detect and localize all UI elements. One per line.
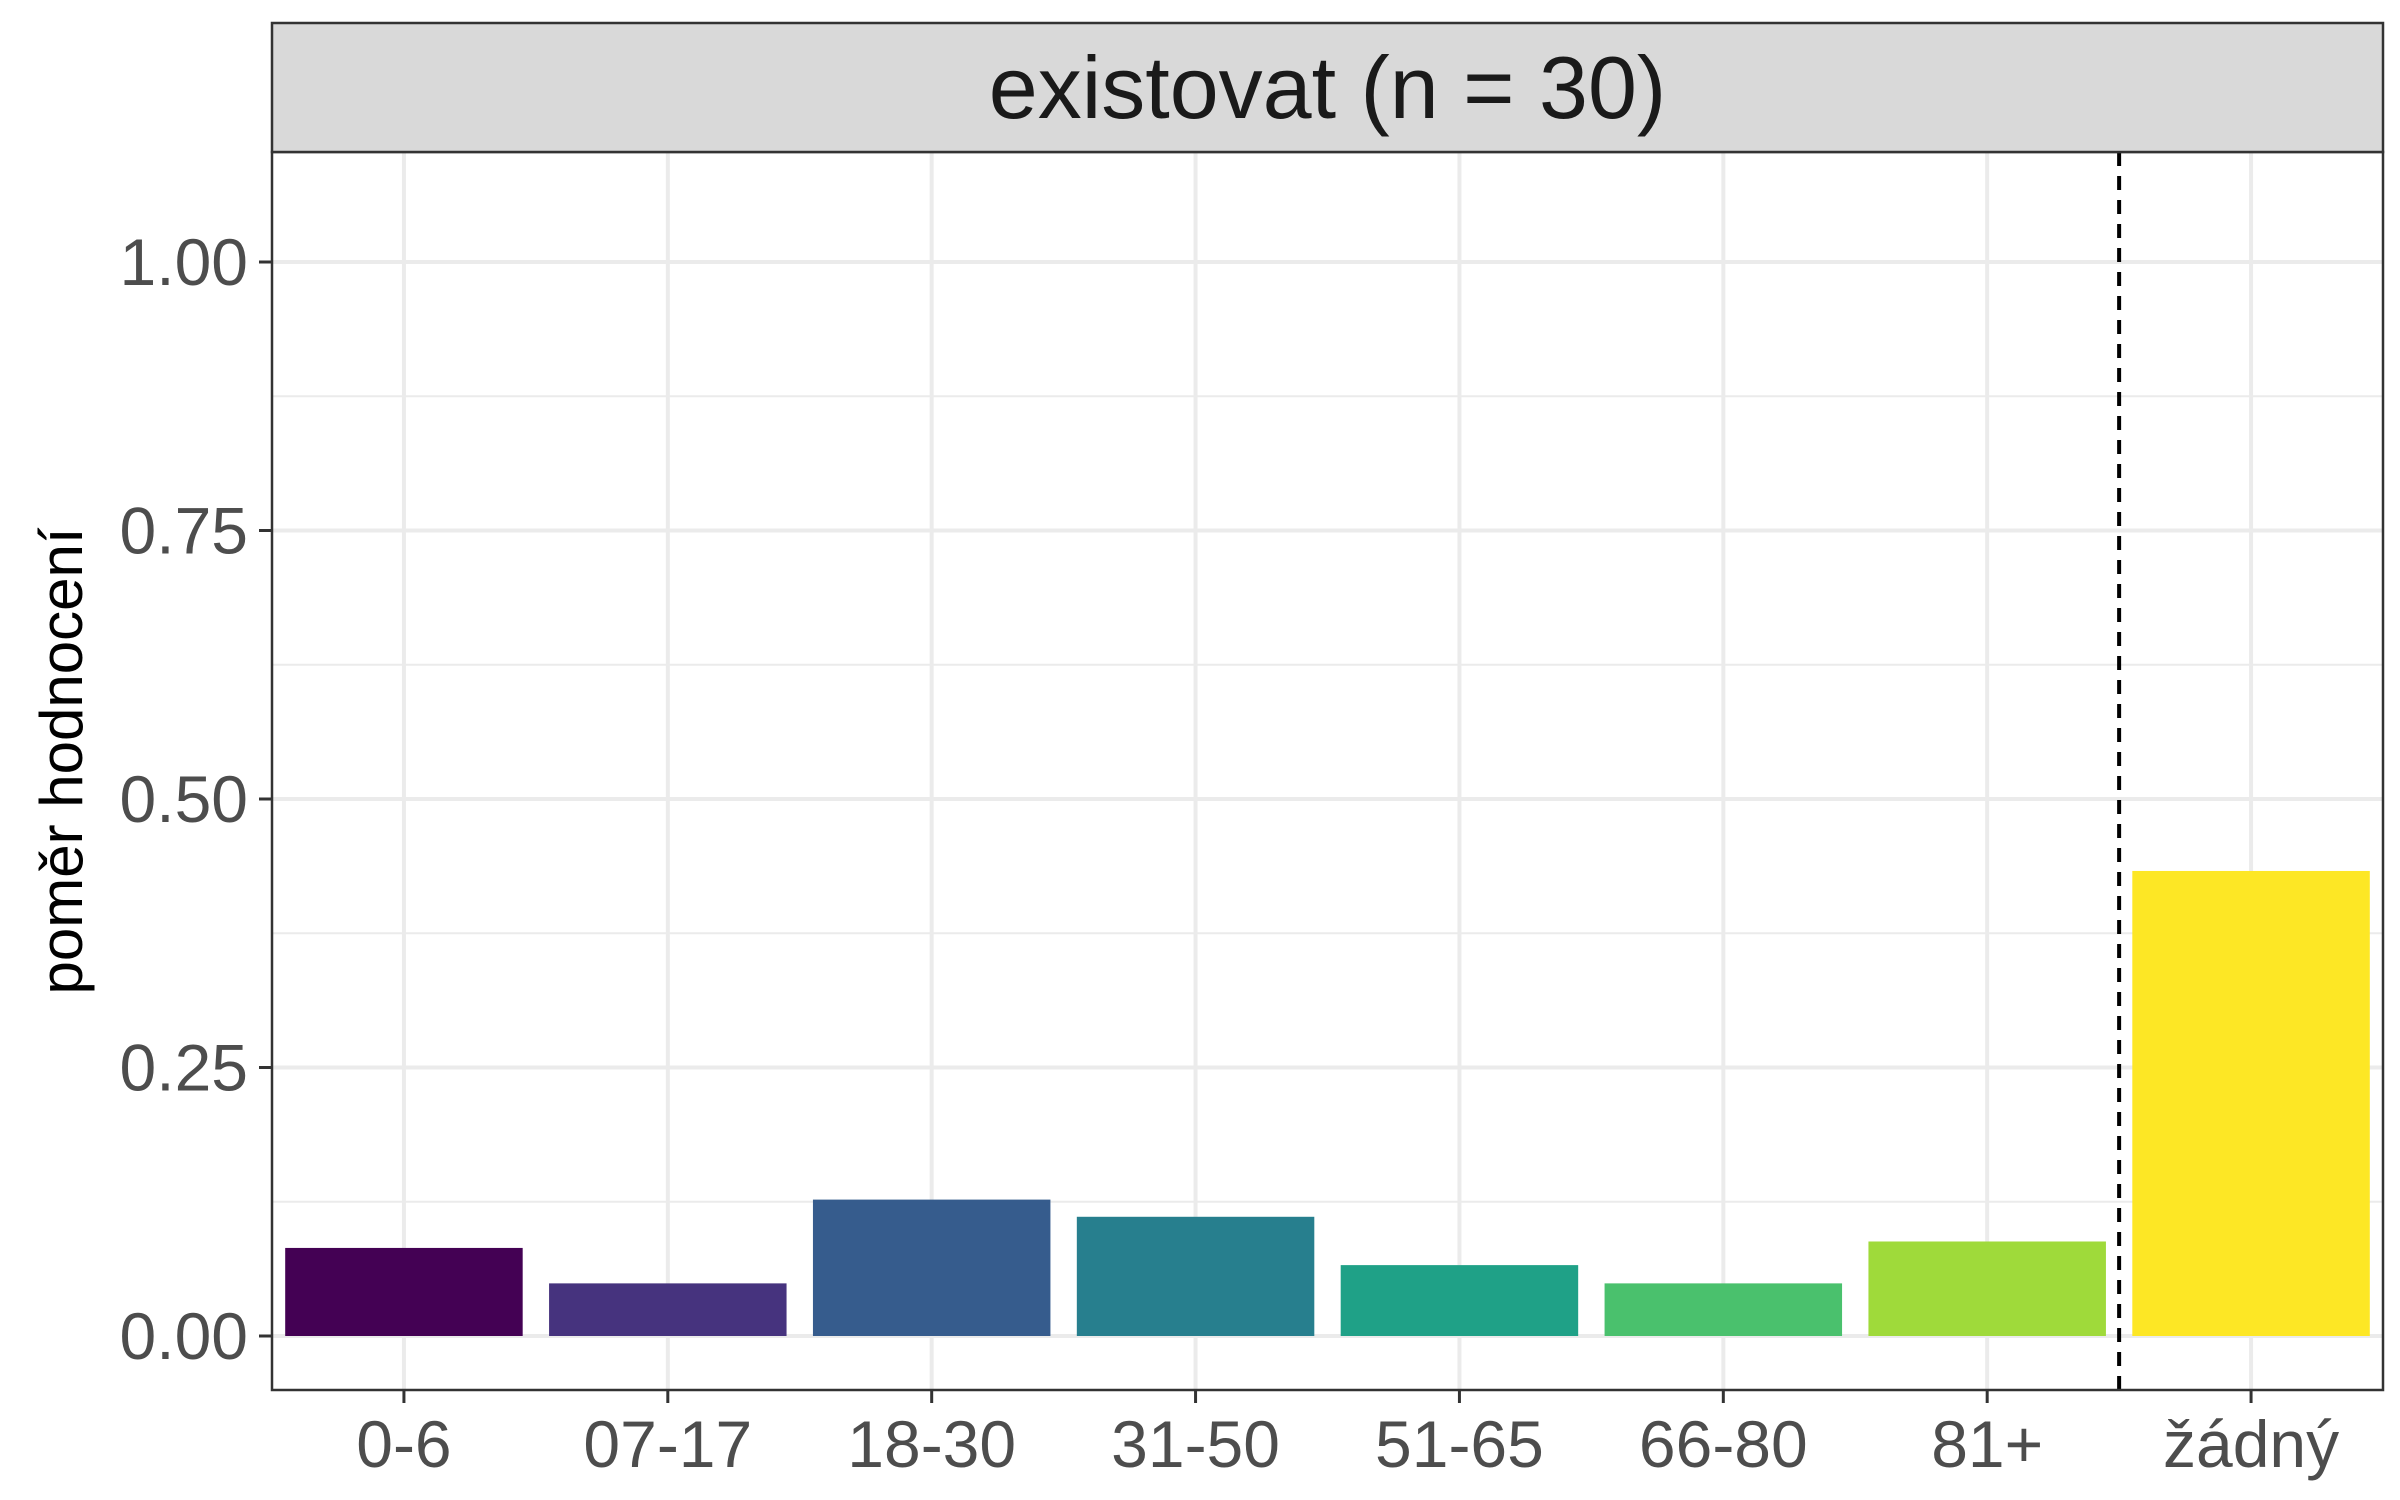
x-tick-label: 51-65 xyxy=(1375,1407,1544,1481)
x-tick-label: 0-6 xyxy=(356,1407,451,1481)
x-tick-label: 31-50 xyxy=(1111,1407,1280,1481)
y-tick-label: 1.00 xyxy=(120,225,248,299)
x-tick-label: 18-30 xyxy=(847,1407,1016,1481)
y-tick-label: 0.75 xyxy=(120,494,248,568)
bar-66-80 xyxy=(1604,1283,1843,1336)
y-axis: 0.00 0.25 0.50 0.75 1.00 xyxy=(120,225,272,1373)
y-tick-label: 0.25 xyxy=(120,1031,248,1105)
y-tick-label: 0.00 xyxy=(120,1299,248,1373)
x-tick-label: 07-17 xyxy=(583,1407,752,1481)
y-tick-label: 0.50 xyxy=(120,762,248,836)
y-axis-title: poměr hodnocení xyxy=(28,527,95,994)
bar-51-65 xyxy=(1340,1265,1579,1336)
bar-07-17 xyxy=(549,1283,787,1336)
bar-0-6 xyxy=(285,1247,523,1336)
facet-strip-background xyxy=(270,21,2385,154)
bar-81+ xyxy=(1868,1241,2106,1336)
x-tick-label: 66-80 xyxy=(1639,1407,1808,1481)
facet-strip: existovat (n = 30) xyxy=(270,21,2385,154)
x-axis: 0-6 07-17 18-30 31-50 51-65 66-80 81+ žádný xyxy=(356,1390,2339,1481)
bar-žádný xyxy=(2132,870,2370,1336)
x-tick-label: žádný xyxy=(2163,1407,2339,1481)
bars xyxy=(285,870,2370,1336)
facet-title: existovat (n = 30) xyxy=(989,38,1666,137)
x-tick-label: 81+ xyxy=(1931,1407,2043,1481)
bar-18-30 xyxy=(812,1199,1051,1336)
grid xyxy=(272,152,2383,1390)
panel-background xyxy=(272,152,2383,1390)
bar-31-50 xyxy=(1076,1216,1315,1336)
